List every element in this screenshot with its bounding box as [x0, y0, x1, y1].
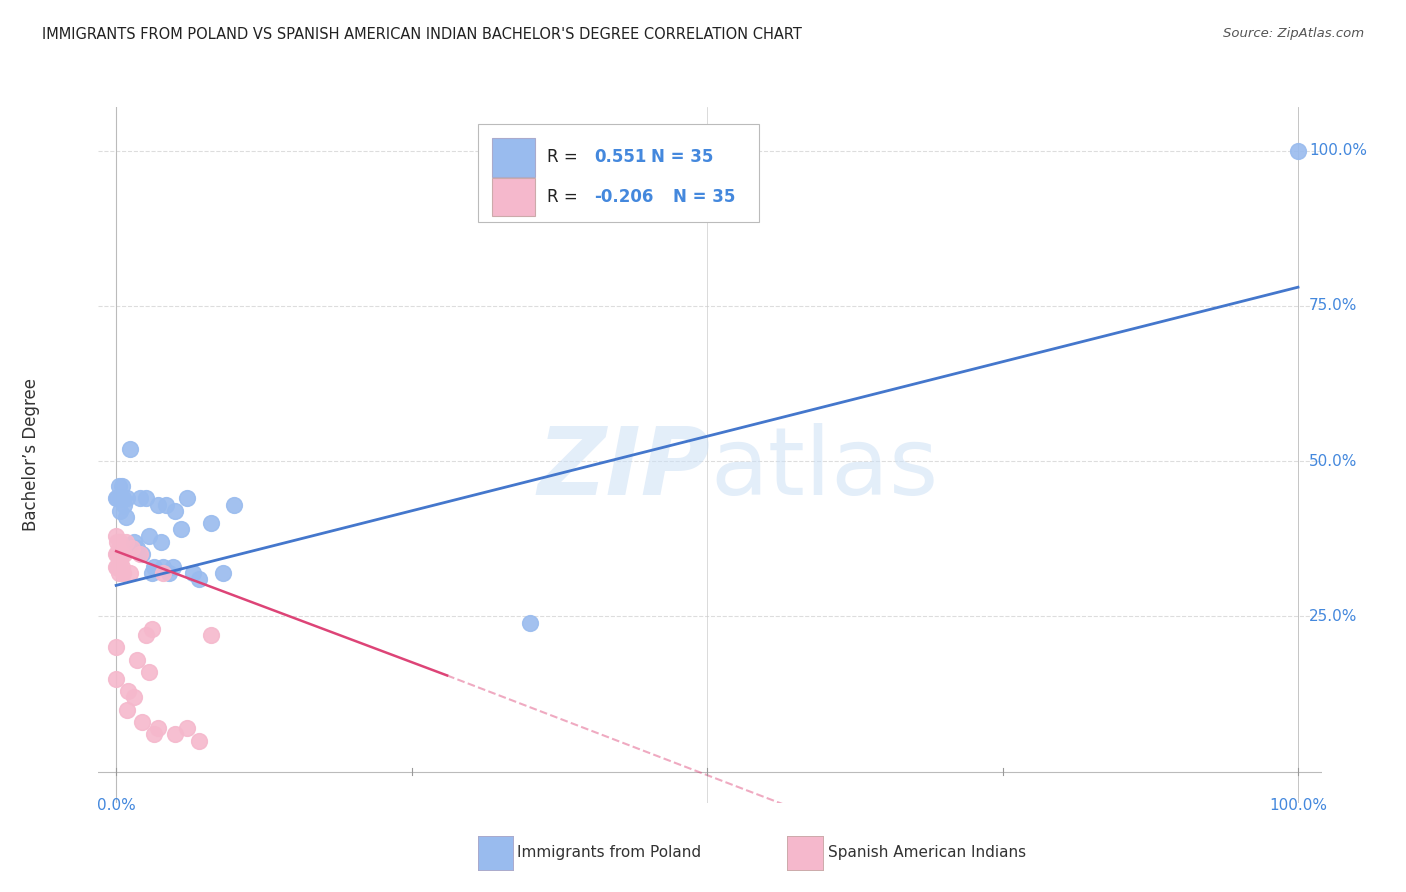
Point — [157, 566, 180, 580]
Point — [176, 721, 198, 735]
Point — [105, 547, 128, 561]
Point — [224, 498, 246, 512]
FancyBboxPatch shape — [492, 178, 536, 216]
Point — [143, 559, 166, 574]
Point — [112, 498, 135, 512]
Text: Spanish American Indians: Spanish American Indians — [828, 846, 1026, 860]
Text: Immigrants from Poland: Immigrants from Poland — [517, 846, 702, 860]
Text: N = 35: N = 35 — [673, 188, 735, 206]
Text: Bachelor’s Degree: Bachelor’s Degree — [22, 378, 41, 532]
Text: 100.0%: 100.0% — [1309, 143, 1367, 158]
Text: 25.0%: 25.0% — [1309, 609, 1357, 624]
FancyBboxPatch shape — [492, 138, 536, 177]
Point — [108, 504, 131, 518]
Point — [105, 491, 128, 506]
Point — [187, 733, 209, 747]
Text: IMMIGRANTS FROM POLAND VS SPANISH AMERICAN INDIAN BACHELOR'S DEGREE CORRELATION : IMMIGRANTS FROM POLAND VS SPANISH AMERIC… — [42, 27, 801, 42]
Point — [127, 541, 149, 555]
Point — [117, 684, 139, 698]
Point — [115, 491, 138, 506]
Point — [107, 541, 129, 555]
Point — [131, 547, 153, 561]
Text: atlas: atlas — [710, 423, 938, 515]
Point — [111, 479, 134, 493]
Point — [128, 547, 150, 561]
Point — [138, 665, 160, 680]
Point — [105, 672, 128, 686]
Point — [141, 566, 163, 580]
Point — [150, 535, 173, 549]
Text: 50.0%: 50.0% — [1309, 454, 1357, 468]
Text: 0.0%: 0.0% — [97, 797, 135, 813]
Point — [105, 529, 128, 543]
Text: R =: R = — [547, 188, 583, 206]
Point — [211, 566, 233, 580]
Text: 75.0%: 75.0% — [1309, 298, 1357, 313]
Point — [110, 547, 132, 561]
Point — [200, 628, 222, 642]
Point — [141, 622, 163, 636]
Point — [112, 547, 135, 561]
Point — [146, 498, 169, 512]
Point — [105, 559, 128, 574]
Point — [135, 628, 157, 642]
Point — [105, 640, 128, 655]
Point — [120, 442, 142, 456]
Point — [165, 504, 187, 518]
Point — [105, 559, 128, 574]
Point — [138, 529, 160, 543]
Point — [120, 566, 142, 580]
Point — [105, 547, 128, 561]
Point — [108, 553, 131, 567]
Point — [121, 541, 143, 555]
Point — [114, 535, 136, 549]
Text: 0.551: 0.551 — [593, 148, 647, 166]
Point — [135, 491, 157, 506]
Point — [176, 491, 198, 506]
Text: -0.206: -0.206 — [593, 188, 654, 206]
Point — [107, 566, 129, 580]
Point — [155, 498, 177, 512]
Point — [152, 559, 174, 574]
Point — [114, 510, 136, 524]
Point — [110, 491, 132, 506]
Point — [111, 559, 134, 574]
Text: R =: R = — [547, 148, 583, 166]
Point — [162, 559, 184, 574]
Point — [127, 653, 149, 667]
Point — [519, 615, 541, 630]
Point — [122, 535, 145, 549]
FancyBboxPatch shape — [478, 124, 759, 222]
Point — [187, 572, 209, 586]
Text: N = 35: N = 35 — [651, 148, 714, 166]
Point — [128, 491, 150, 506]
Point — [146, 721, 169, 735]
Point — [112, 566, 135, 580]
Text: 100.0%: 100.0% — [1270, 797, 1327, 813]
Point — [105, 535, 128, 549]
Point — [108, 535, 131, 549]
Point — [143, 727, 166, 741]
Text: Source: ZipAtlas.com: Source: ZipAtlas.com — [1223, 27, 1364, 40]
Point — [107, 479, 129, 493]
Point — [122, 690, 145, 705]
Point — [1286, 144, 1309, 158]
Point — [152, 566, 174, 580]
Point — [115, 703, 138, 717]
Point — [131, 714, 153, 729]
Point — [112, 491, 135, 506]
Point — [165, 727, 187, 741]
Point — [170, 523, 193, 537]
Point — [200, 516, 222, 531]
Point — [181, 566, 204, 580]
Point — [105, 491, 128, 506]
Text: ZIP: ZIP — [537, 423, 710, 515]
